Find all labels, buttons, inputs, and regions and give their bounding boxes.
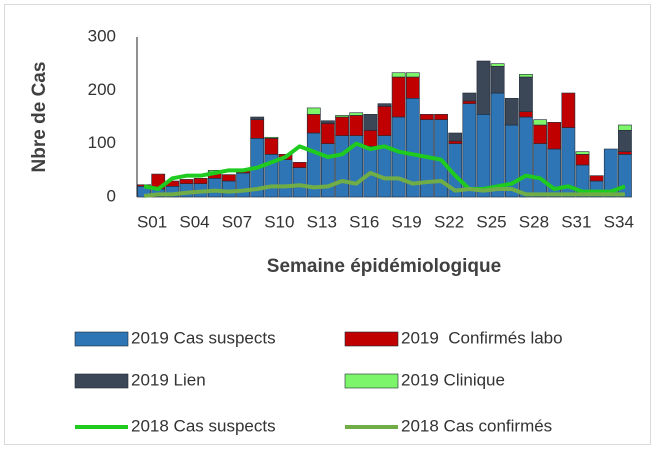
bar-segment [391,72,406,78]
bar-segment [448,140,463,144]
bar-segment [589,175,604,182]
x-tick-label: S07 [222,212,252,231]
legend-swatch [344,331,399,347]
bar-segment [504,98,519,126]
bar-segment [335,115,349,118]
bar-segment [405,72,420,78]
bar-segment [476,60,491,115]
bar-segment [264,138,279,155]
x-tick-label: S34 [604,212,634,231]
bar-segment [391,76,406,118]
bar-segment [533,124,547,144]
legend-label: 2019 Confirmés labo [401,328,563,347]
bar-segment [533,119,547,126]
x-tick-label: S10 [264,212,294,231]
bar-segment [321,120,335,124]
x-tick-label: S25 [476,212,506,231]
bar-segment [306,114,321,134]
bar-segment [363,130,378,147]
legend-label: 2018 Cas suspects [131,416,276,435]
y-tick-label: 200 [88,80,116,99]
bar-segment [250,116,265,120]
x-tick-label: S01 [137,212,167,231]
legend-swatch [74,331,129,347]
x-tick-label: S16 [349,212,379,231]
bar-segment [420,114,434,120]
bar-segment [476,114,491,198]
bar-segment [193,178,208,184]
bar-segment [264,136,279,139]
bar-segment [618,130,632,152]
bar-segment [462,100,477,104]
legend-swatch [344,373,399,389]
bar-segment [519,76,533,112]
bar-segment [575,151,590,155]
legend-label: 2019 Cas suspects [131,328,276,347]
bar-segment [335,116,349,136]
x-tick-label: S31 [561,212,591,231]
bar-segment [349,112,364,116]
line-series [143,171,625,198]
bar-segment [222,180,236,198]
bar-segment [575,154,590,166]
y-axis-title: Nbre de Cas [29,62,50,173]
bar-segment [547,122,562,150]
y-tick-label: 0 [107,186,116,205]
chart-border [4,4,651,445]
x-axis-title: Semaine épidémiologique [267,256,501,277]
bar-segment [618,151,632,155]
bar-segment [533,143,547,198]
bar-segment [618,124,632,131]
bar-segment [490,92,505,198]
bar-segment [603,148,618,198]
bar-segment [179,179,194,184]
bar-segment [292,167,307,198]
bar-segment [462,92,477,102]
x-tick-label: S19 [392,212,422,231]
bar-segment [490,63,505,67]
bar-segment [278,159,293,198]
legend-swatch [74,373,129,389]
legend-label: 2018 Cas confirmés [401,416,552,435]
x-tick-label: S22 [434,212,464,231]
bar-segment [434,114,448,120]
bar-segment [349,115,364,136]
bar-segment [306,107,321,115]
bar-segment [618,154,632,198]
bar-segment [363,114,378,131]
bar-segment [292,162,307,168]
bar-segment [335,135,349,198]
bar-segment [222,174,236,182]
bar-segment [391,116,406,198]
y-tick-label: 300 [88,26,116,45]
bar-segment [519,111,533,118]
x-tick-label: S13 [307,212,337,231]
bar-segment [321,143,335,198]
line-series [143,141,626,194]
bar-segment [321,123,335,144]
y-tick-label: 100 [88,133,116,152]
bar-segment [250,119,265,139]
bar-segment [490,66,505,94]
x-tick-label: S04 [179,212,209,231]
legend-label: 2019 Clinique [401,370,505,389]
bar-segment [405,76,420,99]
bar-segment [561,92,576,128]
bar-segment [519,116,533,198]
bar-segment [448,132,463,142]
x-tick-label: S28 [519,212,549,231]
bar-segment [519,74,533,78]
bar-segment [377,106,392,136]
legend-label: 2019 Lien [131,370,206,389]
bar-segment [377,103,392,107]
bar-segment [207,178,222,198]
bar-segment [236,172,250,198]
